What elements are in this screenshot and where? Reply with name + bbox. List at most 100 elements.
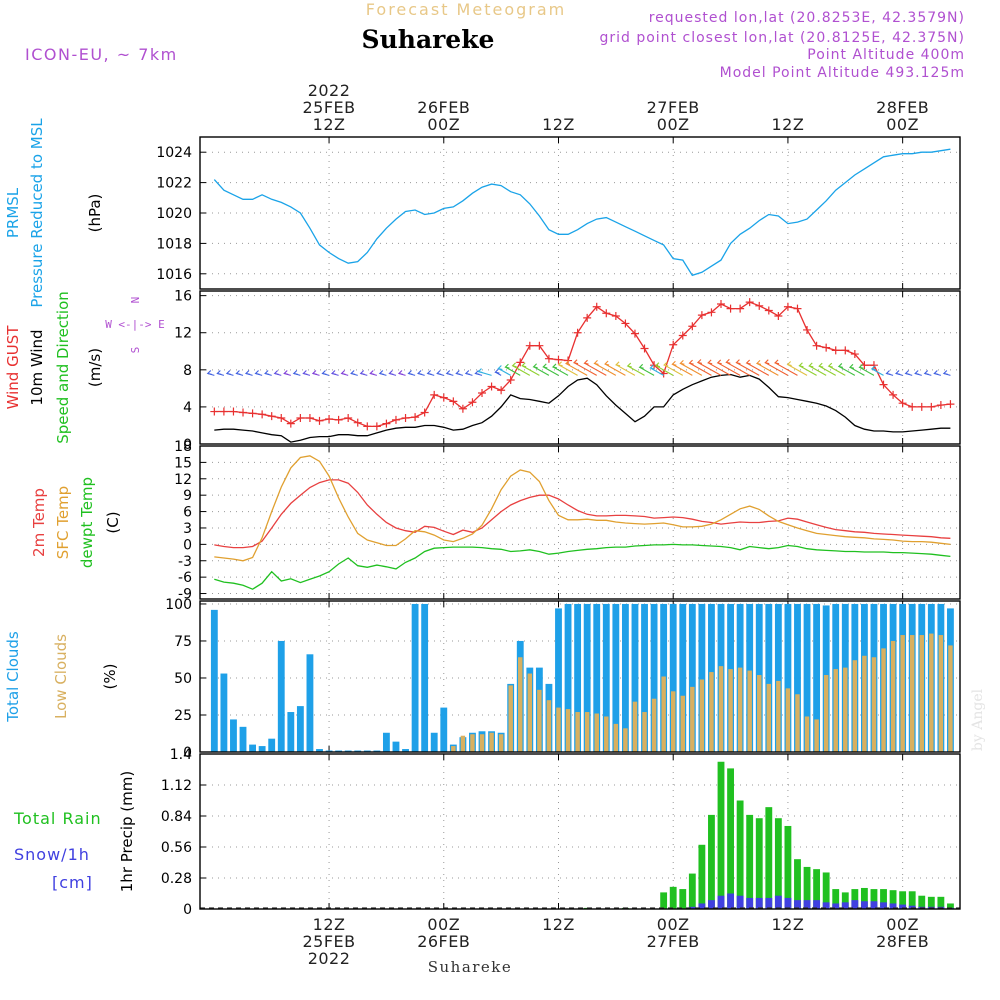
cloud-bar-total-clouds: [794, 603, 801, 752]
cloud-bar-total-clouds: [583, 603, 591, 752]
gust-marker: [745, 298, 754, 307]
panel-clouds: 0 25 50 75 100 Total Clouds Low Clouds (%): [4, 597, 961, 761]
panel-axis-label: 2m Temp: [30, 488, 48, 557]
cloud-bar-low-clouds: [747, 670, 752, 752]
wind-arrow-head: [542, 363, 548, 369]
ytick-label: 0: [183, 437, 192, 453]
wind-arrow-head: [532, 363, 538, 369]
precip-bar-total-rain: [841, 892, 849, 909]
precip-bar-total-rain: [660, 892, 668, 909]
cloud-bar-low-clouds: [613, 723, 619, 752]
gust-marker: [812, 341, 821, 350]
precip-bar-snow-h: [832, 903, 840, 909]
wind-arrow-head: [302, 370, 308, 375]
gust-marker: [602, 309, 611, 318]
wind-arrow-head: [725, 358, 731, 364]
bottom-time-label: 25FEB: [302, 932, 355, 951]
cloud-bar-total-clouds: [220, 673, 228, 752]
wind-direction-arrow: [697, 361, 722, 376]
cloud-bar-low-clouds: [919, 635, 924, 752]
cloud-bar-low-clouds: [479, 734, 485, 752]
wind-arrow-head: [235, 370, 241, 375]
precip-bar-snow-h: [889, 903, 897, 909]
ytick-label: 0: [183, 902, 192, 918]
cloud-bar-total-clouds: [354, 750, 362, 752]
gust-marker: [783, 302, 792, 311]
cloud-bar-total-clouds: [382, 732, 390, 752]
precip-bar-total-rain: [803, 866, 811, 909]
panel-axis-label: 1hr Precip (mm): [118, 771, 136, 892]
gust-marker: [544, 354, 553, 363]
precip-bar-total-rain: [870, 889, 878, 909]
gust-marker: [487, 382, 496, 391]
wind-arrow-head: [511, 362, 517, 368]
ytick-label: 8: [183, 363, 192, 379]
gust-marker: [592, 302, 601, 311]
ytick-label: 6: [183, 505, 192, 521]
ytick-label: 18: [174, 439, 192, 455]
cloud-bar-low-clouds: [814, 719, 819, 752]
wind-arrow-head: [407, 370, 413, 375]
wind-direction-arrow: [818, 365, 836, 376]
cloud-bar-total-clouds: [698, 603, 706, 752]
precip-bar-snow-h: [765, 897, 773, 909]
top-time-label: 12Z: [542, 115, 575, 134]
panel-frame: [199, 445, 961, 600]
wind-arrow-head: [933, 370, 939, 375]
cloud-bar-low-clouds: [766, 683, 772, 752]
wind-arrow-head: [378, 370, 384, 375]
panel-axis-label: (m/s): [86, 348, 104, 387]
wind-direction-arrow: [859, 366, 875, 376]
precip-bar-total-rain: [813, 869, 821, 909]
wind-arrow-head: [626, 362, 632, 368]
ytick-label: 1020: [156, 206, 192, 222]
cloud-bar-low-clouds: [680, 695, 685, 752]
cloud-bar-low-clouds: [451, 746, 456, 752]
cloud-bar-total-clouds: [411, 603, 419, 752]
top-time-label: 26FEB: [417, 98, 470, 117]
panel-axis-label: PRMSL: [4, 187, 22, 238]
wind-arrow-head: [359, 370, 365, 375]
ytick-label: 1016: [156, 267, 192, 283]
gust-marker: [678, 331, 687, 340]
top-time-label: 27FEB: [647, 98, 700, 117]
bottom-time-label: 2022: [308, 949, 351, 968]
wind-arrow-head: [254, 370, 260, 375]
wind-arrow-head: [894, 370, 901, 375]
gust-marker: [497, 386, 506, 395]
series-line-10m-wind: [214, 373, 951, 443]
gust-marker: [353, 418, 362, 427]
wind-arrow-head: [464, 370, 471, 375]
cloud-bar-low-clouds: [776, 680, 781, 752]
model-altitude: Model Point Altitude 493.125m: [720, 65, 965, 81]
wind-direction-arrow: [838, 365, 856, 376]
gust-marker: [391, 415, 400, 424]
bottom-time-label: 12Z: [772, 915, 805, 934]
cloud-bar-total-clouds: [669, 603, 677, 752]
gust-marker: [401, 414, 410, 423]
cloud-bar-total-clouds: [210, 609, 218, 752]
gust-marker: [755, 301, 764, 310]
wind-arrow-head: [870, 365, 876, 371]
cloud-bar-low-clouds: [690, 686, 695, 752]
wind-arrow-head: [369, 370, 375, 375]
wind-direction-arrow: [627, 365, 645, 376]
wind-direction-arrow: [604, 363, 626, 376]
precip-bar-total-rain: [755, 818, 763, 909]
wind-arrow-head: [388, 370, 394, 375]
panel-axis-label: dewpt Temp: [78, 477, 96, 568]
point-altitude: Point Altitude 400m: [807, 47, 965, 63]
precip-bar-snow-h: [774, 895, 782, 909]
top-time-label: 00Z: [427, 115, 460, 134]
gust-marker: [411, 413, 420, 422]
panel-axis-label: Speed and Direction: [54, 291, 72, 444]
precip-bar-snow-h: [736, 895, 744, 909]
wind-arrow-head: [283, 370, 289, 375]
precip-bar-total-rain: [708, 814, 715, 909]
cloud-bar-total-clouds: [784, 603, 792, 752]
gust-marker: [478, 389, 487, 397]
precip-bar-total-rain: [908, 891, 916, 909]
gust-marker: [726, 304, 735, 313]
